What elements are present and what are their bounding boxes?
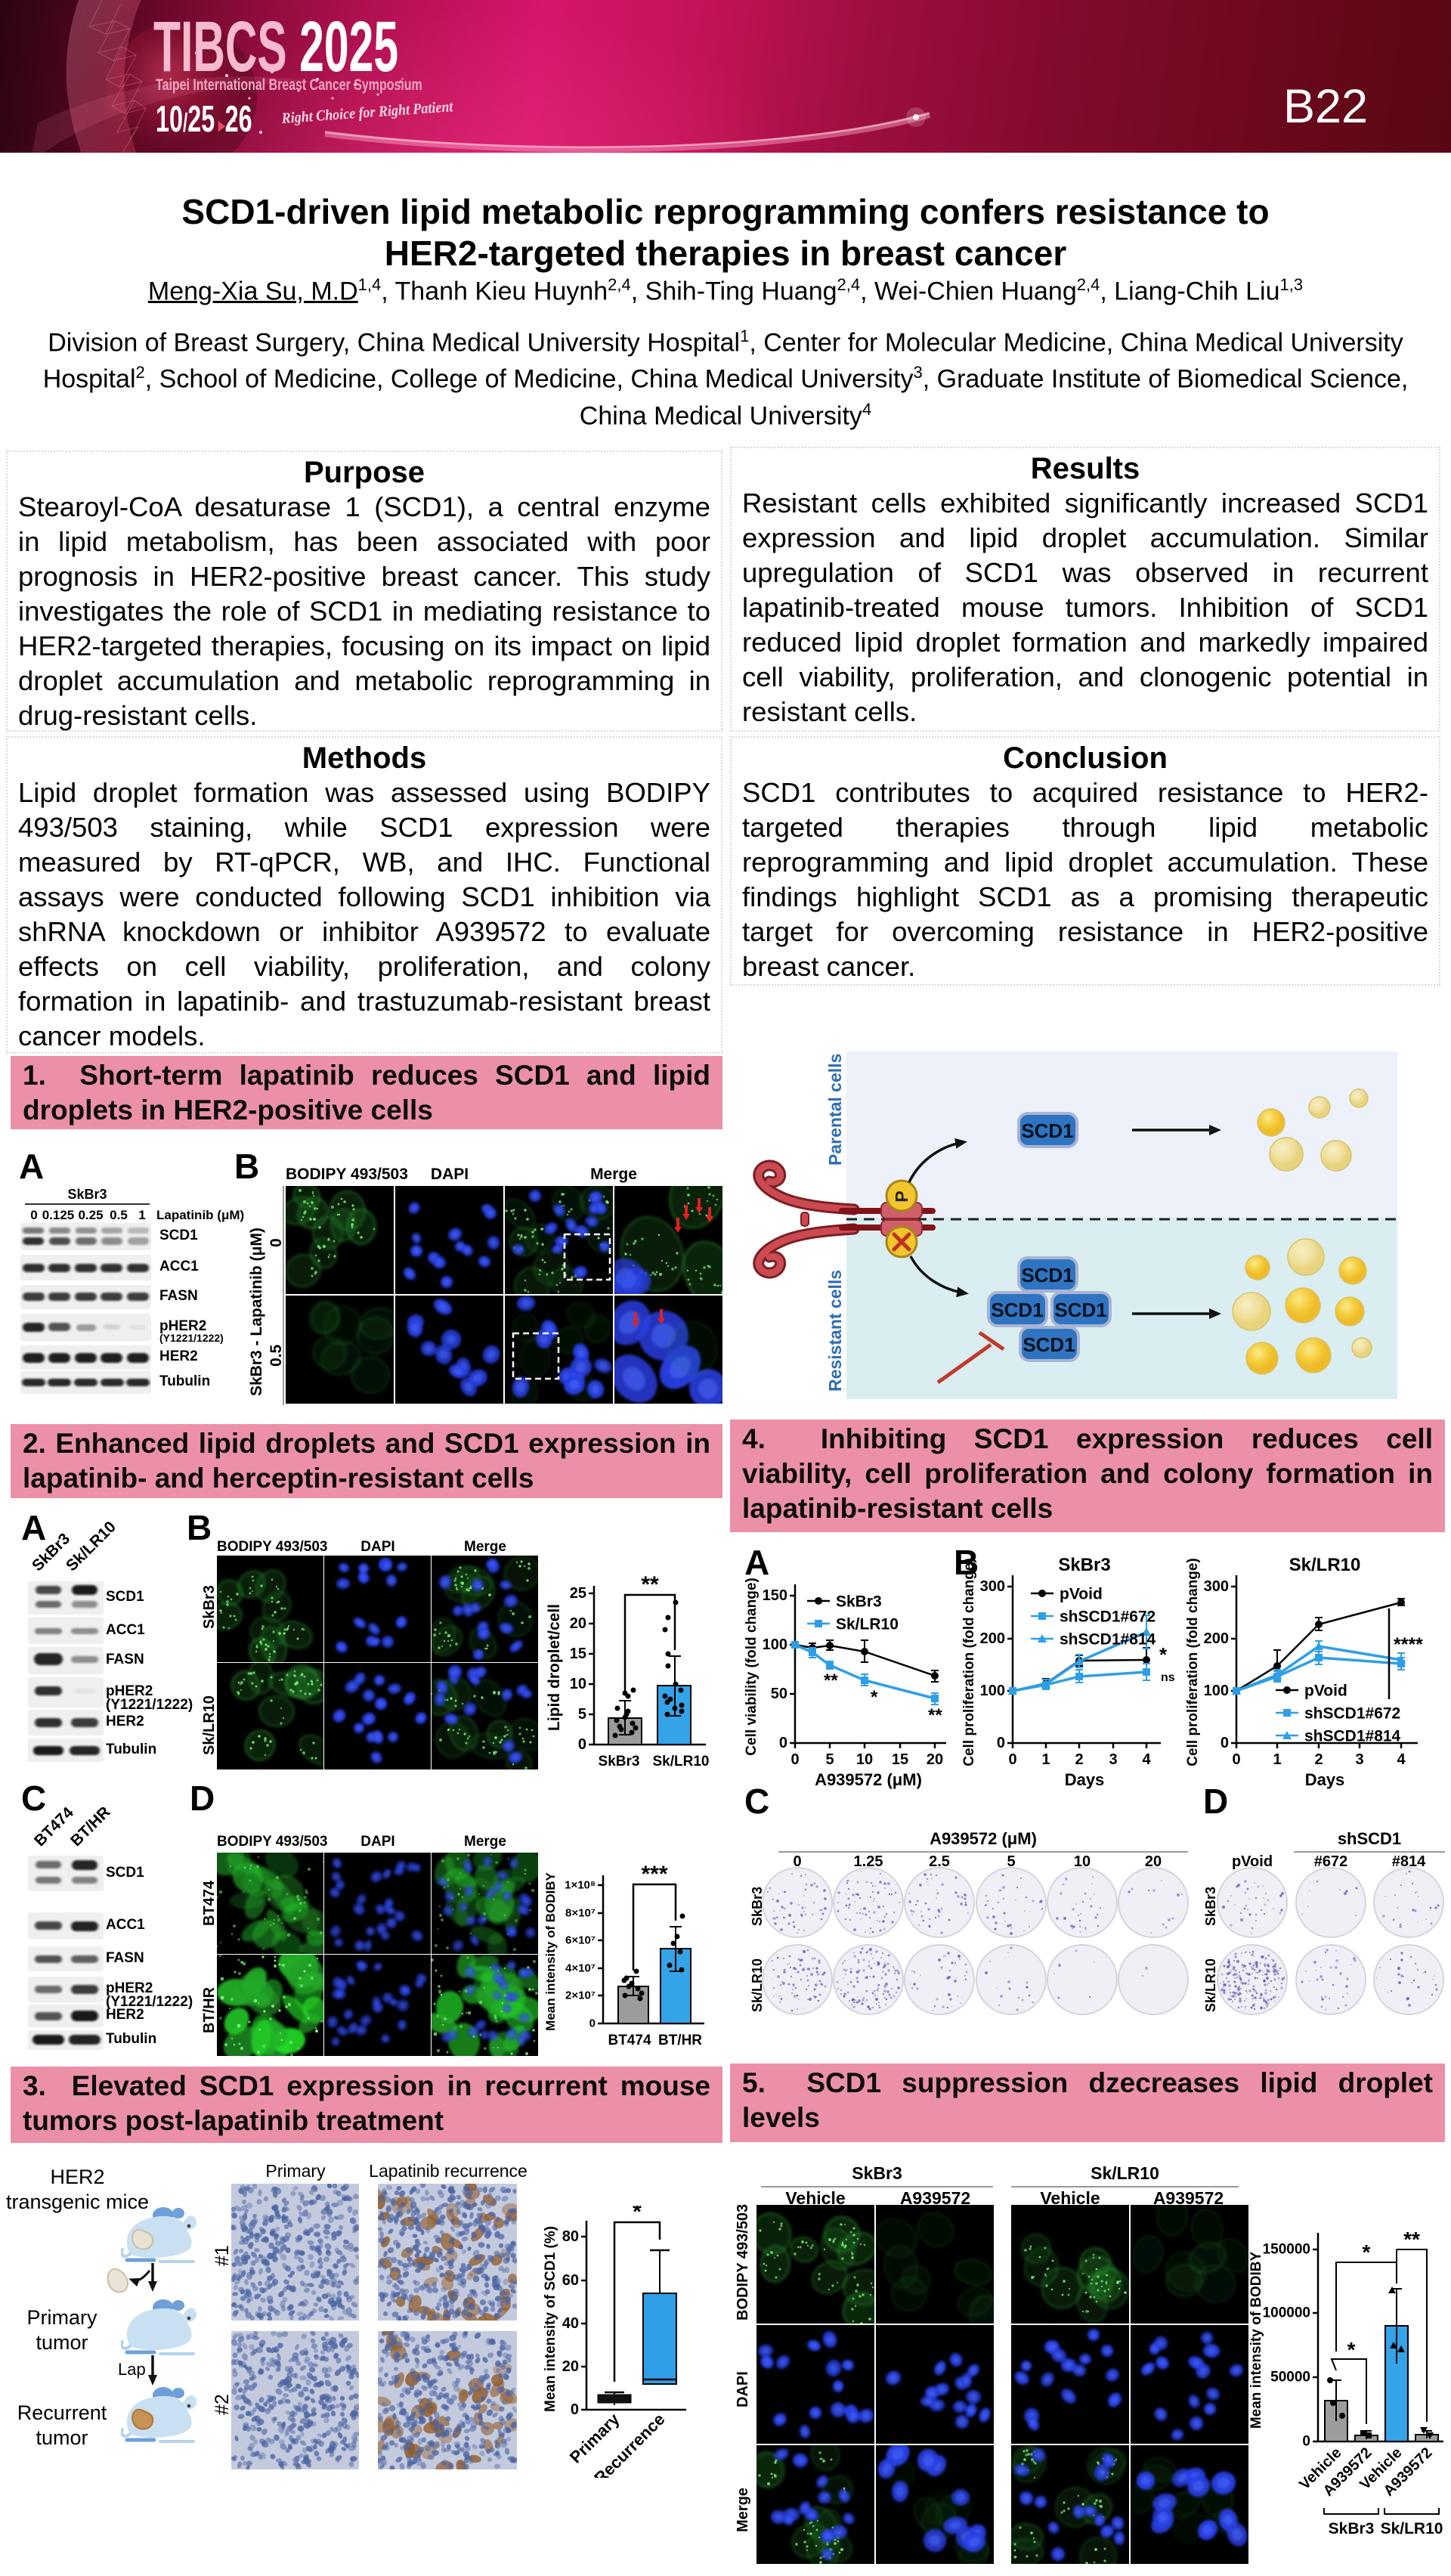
svg-text:150000: 150000 (1263, 2242, 1310, 2258)
svg-text:*: * (1347, 2338, 1356, 2361)
svg-text:Mean intensity of BODIBY: Mean intensity of BODIBY (1248, 2251, 1264, 2429)
svg-text:shSCD1#672: shSCD1#672 (1060, 1608, 1156, 1626)
svg-text:100: 100 (1204, 1683, 1229, 1699)
svg-text:0: 0 (578, 1736, 586, 1753)
svg-text:SkBr3: SkBr3 (599, 1754, 640, 1769)
svg-text:Sk/LR10: Sk/LR10 (836, 1616, 899, 1633)
svg-text:100: 100 (980, 1683, 1005, 1699)
svg-text:SCD1: SCD1 (1021, 1264, 1073, 1286)
svg-text:2: 2 (1314, 1751, 1323, 1768)
svg-text:200: 200 (1204, 1630, 1229, 1647)
svg-text:6×10⁷: 6×10⁷ (565, 1934, 596, 1947)
svg-text:shSCD1#814: shSCD1#814 (1304, 1728, 1401, 1745)
svg-text:40: 40 (562, 2315, 579, 2332)
svg-text:*: * (633, 2206, 642, 2225)
svg-text:20: 20 (562, 2358, 579, 2375)
svg-text:P: P (892, 1190, 911, 1202)
svg-text:**: ** (824, 1670, 838, 1691)
svg-text:0: 0 (1232, 1751, 1240, 1768)
svg-text:10: 10 (856, 1751, 873, 1768)
svg-text:**: ** (641, 1572, 659, 1597)
svg-text:1: 1 (1273, 1751, 1281, 1768)
svg-text:SkBr3: SkBr3 (836, 1593, 882, 1611)
svg-text:Lipid droplet/cell: Lipid droplet/cell (547, 1604, 563, 1731)
svg-text:0: 0 (1221, 1735, 1229, 1751)
svg-text:**: ** (928, 1705, 942, 1726)
svg-text:150: 150 (763, 1587, 787, 1604)
svg-text:Days: Days (1065, 1770, 1105, 1789)
svg-text:BT474: BT474 (608, 2033, 651, 2048)
svg-text:15: 15 (892, 1751, 908, 1768)
svg-text:SkBr3: SkBr3 (1058, 1556, 1110, 1575)
svg-text:Sk/LR10: Sk/LR10 (1289, 1556, 1361, 1575)
svg-text:300: 300 (980, 1578, 1005, 1595)
svg-text:shSCD1#672: shSCD1#672 (1304, 1705, 1400, 1723)
svg-text:Cell viability (fold change): Cell viability (fold change) (744, 1577, 760, 1755)
svg-text:80: 80 (562, 2228, 579, 2245)
svg-text:8×10⁷: 8×10⁷ (565, 1907, 596, 1920)
svg-text:*: * (871, 1687, 878, 1708)
svg-text:15: 15 (570, 1646, 586, 1662)
svg-text:pVoid: pVoid (1304, 1683, 1347, 1700)
svg-text:Cell proliferation (fold chang: Cell proliferation (fold change) (961, 1558, 977, 1766)
svg-text:4×10⁷: 4×10⁷ (565, 1962, 596, 1975)
svg-text:BT/HR: BT/HR (658, 2033, 702, 2048)
svg-text:SkBr3: SkBr3 (1329, 2520, 1375, 2537)
svg-text:A939572 (μM): A939572 (μM) (815, 1770, 922, 1789)
svg-text:4: 4 (1397, 1751, 1406, 1768)
svg-text:shSCD1#814: shSCD1#814 (1060, 1631, 1156, 1649)
svg-text:20: 20 (570, 1615, 586, 1632)
svg-text:0: 0 (997, 1735, 1005, 1751)
svg-text:50000: 50000 (1270, 2370, 1310, 2386)
svg-text:0: 0 (779, 1735, 787, 1751)
svg-text:SCD1: SCD1 (1023, 1333, 1075, 1356)
svg-text:100: 100 (763, 1636, 787, 1653)
svg-text:2×10⁷: 2×10⁷ (565, 1989, 596, 2002)
svg-text:20: 20 (927, 1751, 943, 1768)
svg-text:5: 5 (825, 1751, 834, 1768)
svg-text:Sk/LR10: Sk/LR10 (1381, 2520, 1443, 2537)
svg-text:****: **** (1394, 1634, 1423, 1655)
svg-text:Cell proliferation (fold chang: Cell proliferation (fold change) (1185, 1558, 1201, 1766)
svg-text:0: 0 (589, 2017, 596, 2030)
svg-text:0: 0 (1302, 2434, 1310, 2450)
svg-text:SCD1: SCD1 (1021, 1119, 1073, 1142)
svg-text:ns: ns (1161, 1671, 1175, 1684)
svg-text:100000: 100000 (1263, 2305, 1310, 2321)
svg-text:1: 1 (1041, 1751, 1050, 1768)
svg-text:Mean intensity of SCD1 (%): Mean intensity of SCD1 (%) (543, 2226, 558, 2412)
svg-text:Sk/LR10: Sk/LR10 (653, 1754, 710, 1769)
svg-text:4: 4 (1142, 1751, 1151, 1768)
svg-text:Mean intensity of BODIBY: Mean intensity of BODIBY (546, 1872, 558, 2030)
svg-text:300: 300 (1204, 1578, 1229, 1595)
svg-text:SCD1: SCD1 (1054, 1299, 1106, 1321)
svg-text:10: 10 (570, 1676, 586, 1692)
svg-text:pVoid: pVoid (1060, 1586, 1103, 1603)
svg-text:60: 60 (562, 2272, 579, 2289)
svg-text:0: 0 (571, 2401, 579, 2418)
svg-text:**: ** (1403, 2228, 1420, 2251)
svg-text:2: 2 (1075, 1751, 1083, 1768)
svg-text:3: 3 (1109, 1751, 1117, 1768)
svg-text:3: 3 (1355, 1751, 1363, 1768)
svg-text:50: 50 (771, 1686, 787, 1702)
svg-text:0: 0 (1008, 1751, 1016, 1768)
svg-text:0: 0 (790, 1751, 799, 1768)
svg-text:5: 5 (578, 1706, 586, 1723)
svg-text:200: 200 (980, 1630, 1005, 1647)
svg-text:1×10⁸: 1×10⁸ (565, 1879, 596, 1892)
svg-text:SCD1: SCD1 (991, 1299, 1043, 1321)
svg-text:***: *** (641, 1862, 667, 1887)
svg-text:Days: Days (1305, 1770, 1345, 1789)
svg-text:*: * (1159, 1643, 1168, 1666)
svg-text:*: * (1363, 2240, 1371, 2264)
svg-text:25: 25 (570, 1585, 586, 1602)
